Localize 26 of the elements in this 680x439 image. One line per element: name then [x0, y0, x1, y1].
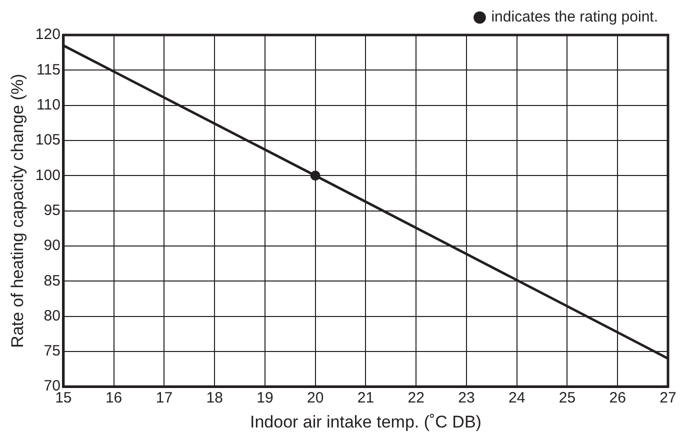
y-tick-label: 105	[35, 132, 60, 149]
x-tick-label: 26	[609, 390, 626, 407]
x-tick-label: 20	[306, 390, 324, 407]
legend-label: indicates the rating point.	[491, 8, 658, 26]
x-tick-label: 17	[156, 390, 173, 407]
y-tick-label: 120	[35, 26, 60, 44]
y-tick-label: 95	[44, 202, 60, 219]
y-tick-label: 110	[36, 96, 60, 114]
x-tick-label: 25	[558, 390, 576, 407]
x-tick-label: 18	[206, 390, 223, 407]
y-tick-label: 115	[36, 61, 60, 78]
y-tick-label: 100	[35, 166, 60, 184]
x-tick-label: 16	[105, 390, 122, 407]
x-tick-label: 24	[508, 390, 526, 407]
x-axis-title: Indoor air intake temp. (˚C DB)	[250, 412, 482, 432]
x-tick-label: 21	[357, 390, 374, 407]
x-tick-label: 23	[458, 390, 475, 407]
x-tick-label: 22	[408, 390, 424, 407]
y-tick-label: 85	[44, 272, 60, 290]
y-axis-title: Rate of heating capacity change (%)	[8, 74, 27, 348]
x-tick-label: 27	[660, 390, 676, 407]
y-tick-label: 75	[44, 342, 60, 360]
x-tick-label: 19	[256, 390, 274, 407]
x-tick-label: 15	[55, 390, 72, 407]
y-tick-label: 80	[44, 307, 60, 324]
y-tick-label: 90	[44, 237, 60, 254]
